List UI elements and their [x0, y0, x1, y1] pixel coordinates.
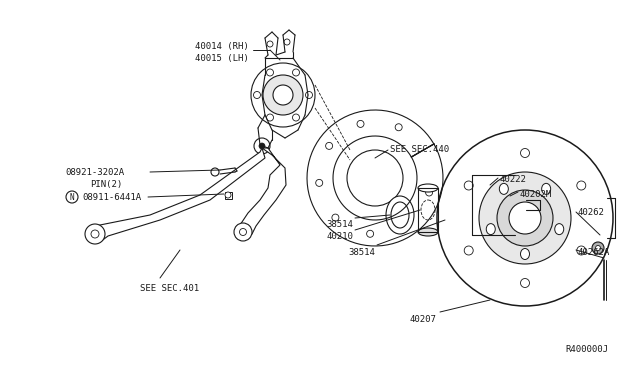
Circle shape	[499, 190, 505, 196]
Circle shape	[404, 220, 411, 227]
Polygon shape	[238, 148, 286, 238]
Text: 38514: 38514	[348, 248, 375, 257]
Circle shape	[595, 246, 600, 250]
Text: SEE SEC.440: SEE SEC.440	[390, 145, 449, 154]
Circle shape	[273, 85, 293, 105]
Circle shape	[254, 138, 270, 154]
Circle shape	[357, 121, 364, 127]
Text: 38514: 38514	[326, 220, 353, 229]
Circle shape	[211, 168, 219, 176]
Text: SEE SEC.401: SEE SEC.401	[140, 284, 199, 293]
Text: 08911-6441A: 08911-6441A	[82, 192, 141, 202]
Ellipse shape	[391, 202, 409, 228]
Ellipse shape	[446, 208, 460, 228]
FancyBboxPatch shape	[225, 192, 232, 199]
Circle shape	[437, 130, 613, 306]
Ellipse shape	[418, 184, 438, 192]
Circle shape	[266, 114, 273, 121]
Ellipse shape	[465, 175, 479, 235]
Ellipse shape	[511, 198, 519, 212]
Text: 40210: 40210	[326, 232, 353, 241]
Circle shape	[592, 242, 604, 254]
Circle shape	[91, 230, 99, 238]
Text: 40202M: 40202M	[520, 190, 552, 199]
Circle shape	[509, 202, 541, 234]
Text: 40207: 40207	[410, 315, 437, 324]
Text: 40262: 40262	[578, 208, 605, 217]
Circle shape	[326, 142, 333, 150]
Ellipse shape	[421, 200, 435, 220]
Circle shape	[85, 224, 105, 244]
Circle shape	[259, 143, 265, 149]
Circle shape	[528, 202, 534, 208]
Circle shape	[395, 124, 402, 131]
Circle shape	[497, 190, 553, 246]
Text: 08921-3202A: 08921-3202A	[65, 168, 124, 177]
Ellipse shape	[386, 196, 414, 234]
Circle shape	[517, 221, 523, 227]
Circle shape	[66, 191, 78, 203]
Circle shape	[316, 179, 323, 186]
Circle shape	[464, 181, 473, 190]
Text: 40222: 40222	[500, 175, 527, 184]
Circle shape	[577, 181, 586, 190]
Circle shape	[251, 63, 315, 127]
Text: PIN(2): PIN(2)	[90, 180, 122, 189]
Text: 40014 (RH): 40014 (RH)	[195, 42, 249, 51]
Ellipse shape	[442, 202, 464, 234]
Circle shape	[479, 172, 571, 264]
Circle shape	[520, 279, 529, 288]
Ellipse shape	[520, 248, 529, 260]
Circle shape	[517, 183, 523, 189]
Circle shape	[292, 114, 300, 121]
Circle shape	[367, 230, 374, 237]
Text: R400000J: R400000J	[565, 345, 608, 354]
Ellipse shape	[499, 183, 508, 195]
Ellipse shape	[504, 175, 526, 235]
Circle shape	[267, 41, 273, 47]
Circle shape	[347, 150, 403, 206]
Ellipse shape	[486, 224, 495, 235]
Circle shape	[225, 192, 231, 198]
Circle shape	[253, 92, 260, 99]
Circle shape	[292, 69, 300, 76]
Circle shape	[234, 223, 252, 241]
Circle shape	[305, 92, 312, 99]
Ellipse shape	[555, 224, 564, 235]
Circle shape	[266, 69, 273, 76]
Polygon shape	[88, 148, 265, 242]
Circle shape	[499, 214, 505, 220]
Ellipse shape	[508, 185, 522, 225]
Circle shape	[464, 246, 473, 255]
Text: N: N	[70, 192, 74, 202]
Ellipse shape	[418, 228, 438, 236]
Circle shape	[263, 75, 303, 115]
Circle shape	[577, 246, 586, 255]
Circle shape	[520, 148, 529, 157]
Text: 40015 (LH): 40015 (LH)	[195, 54, 249, 63]
Ellipse shape	[541, 183, 550, 195]
Circle shape	[426, 189, 433, 196]
Circle shape	[284, 39, 290, 45]
Circle shape	[239, 228, 246, 235]
Circle shape	[332, 214, 339, 221]
Text: 40262A: 40262A	[578, 248, 611, 257]
